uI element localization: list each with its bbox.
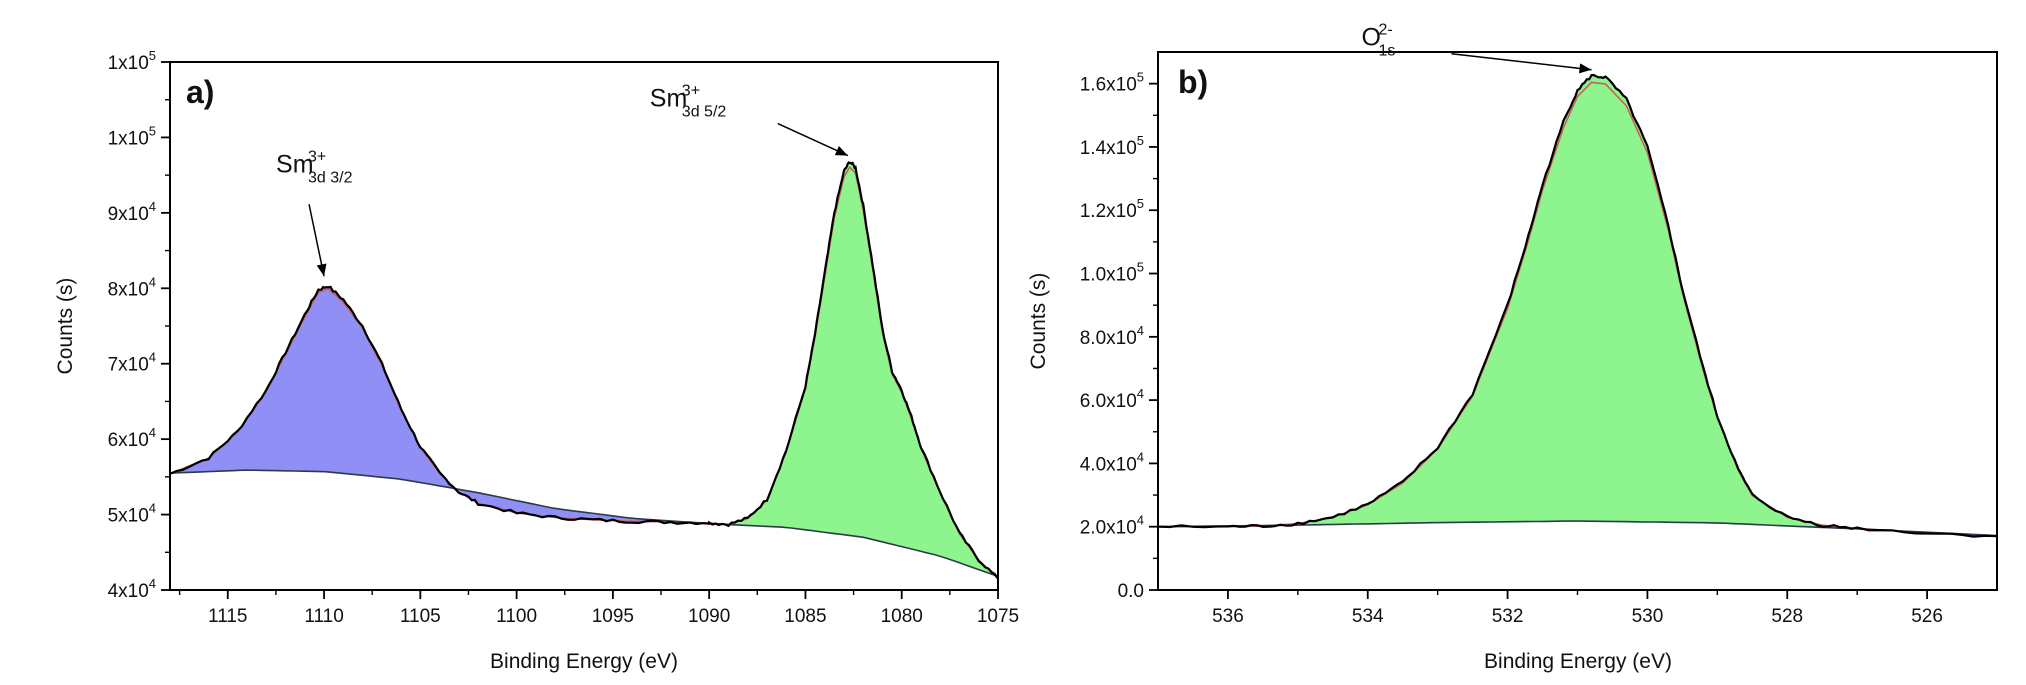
y-tick-label: 0.0 [1118, 581, 1144, 602]
y-axis-ticks: 0.0 2.0x104 4.0x104 6.0x104 8.0x104 1.0x105 1.… [1080, 70, 1158, 602]
y-tick-label: 8.0x104 [1080, 323, 1144, 349]
y-tick-label: 6x104 [108, 425, 156, 451]
y-tick-label: 8x104 [108, 274, 156, 300]
annotation-label: O [1361, 24, 1380, 52]
x-axis-ticks: 536 534 532 530 528 526 [1212, 590, 1943, 627]
y-tick-label: 5x104 [108, 501, 156, 527]
annotation-arrowhead [834, 146, 848, 156]
y-axis-title: Counts (s) [1027, 273, 1050, 370]
annotation-subscript: 3d 3/2 [308, 169, 353, 186]
annotation-subscript: 1s [1378, 43, 1395, 60]
x-tick-label: 532 [1492, 606, 1524, 627]
annotation-arrowhead [316, 263, 327, 277]
annotation-label: Sm [650, 85, 688, 113]
y-tick-label: 1.6x105 [1080, 70, 1144, 96]
background-line [169, 469, 999, 578]
annotation-subscript: 3d 5/2 [682, 104, 727, 121]
x-tick-label: 528 [1771, 606, 1803, 627]
x-tick-label: 526 [1911, 606, 1943, 627]
fit-envelope-1 [169, 287, 710, 524]
y-tick-label: 1.0x105 [1080, 260, 1144, 286]
peak-fills [1158, 75, 1997, 537]
x-tick-label: 1090 [688, 606, 730, 627]
x-tick-label: 1095 [592, 606, 634, 627]
peak-fills [170, 161, 998, 579]
y-tick-label: 4.0x104 [1080, 449, 1144, 475]
annotation-superscript: 2- [1378, 22, 1392, 39]
y-axis-title: Counts (s) [54, 278, 77, 375]
x-tick-label: 1110 [304, 606, 343, 627]
annotation-superscript: 3+ [682, 83, 700, 100]
x-axis-title: Binding Energy (eV) [1484, 650, 1672, 673]
y-tick-label: 1.4x105 [1080, 133, 1144, 159]
peak-fill-1 [1158, 75, 1997, 537]
x-tick-label: 1100 [496, 606, 537, 627]
x-tick-label: 1105 [400, 606, 441, 627]
x-tick-label: 536 [1212, 606, 1244, 627]
annotation-arrow [308, 204, 325, 277]
panel-label: a) [186, 74, 214, 110]
background-line [1157, 520, 1998, 537]
panel-label: b) [1178, 64, 1208, 100]
y-tick-label: 4x104 [108, 576, 156, 602]
x-tick-label: 1075 [977, 606, 1019, 627]
x-tick-label: 530 [1632, 606, 1664, 627]
x-tick-label: 1085 [784, 606, 826, 627]
annotation-superscript: 3+ [308, 148, 326, 165]
x-tick-label: 534 [1352, 606, 1384, 627]
annotation-arrow [1451, 52, 1592, 71]
annotation-arrowhead [1578, 63, 1592, 74]
panel-b: 536 534 532 530 528 526 0.0 2.0x104 4.0x104 6.0x… [1027, 22, 1998, 673]
y-tick-label: 1.2x105 [1080, 196, 1144, 222]
raw-spectrum [1157, 73, 1998, 538]
x-axis-ticks: 1115 1110 1105 1100 1095 1090 1085 1080 1075 [178, 590, 1019, 627]
y-axis-ticks: 4x104 5x104 6x104 7x104 8x104 9x104 1x105 1x105 [108, 48, 170, 602]
x-tick-label: 1115 [208, 606, 247, 627]
y-tick-label: 7x104 [108, 350, 156, 376]
y-tick-label: 9x104 [108, 199, 156, 225]
y-tick-label: 1x105 [108, 123, 156, 149]
curves [169, 161, 999, 580]
raw-spectrum [169, 161, 999, 580]
annotations: O2- 1s [1361, 22, 1592, 74]
panel-a: 1115 1110 1105 1100 1095 1090 1085 1080 1075 4x1… [54, 48, 1019, 673]
x-tick-label: 1080 [881, 606, 923, 627]
x-axis-title: Binding Energy (eV) [490, 650, 678, 673]
y-tick-label: 1x105 [108, 48, 156, 74]
y-tick-label: 6.0x104 [1080, 386, 1144, 412]
annotation-arrow [777, 122, 849, 157]
peak-fill-2 [709, 161, 998, 579]
y-tick-label: 2.0x104 [1080, 513, 1144, 539]
annotation-label: Sm [276, 150, 314, 178]
curves [1157, 73, 1998, 538]
peak-fill-1 [170, 286, 710, 524]
